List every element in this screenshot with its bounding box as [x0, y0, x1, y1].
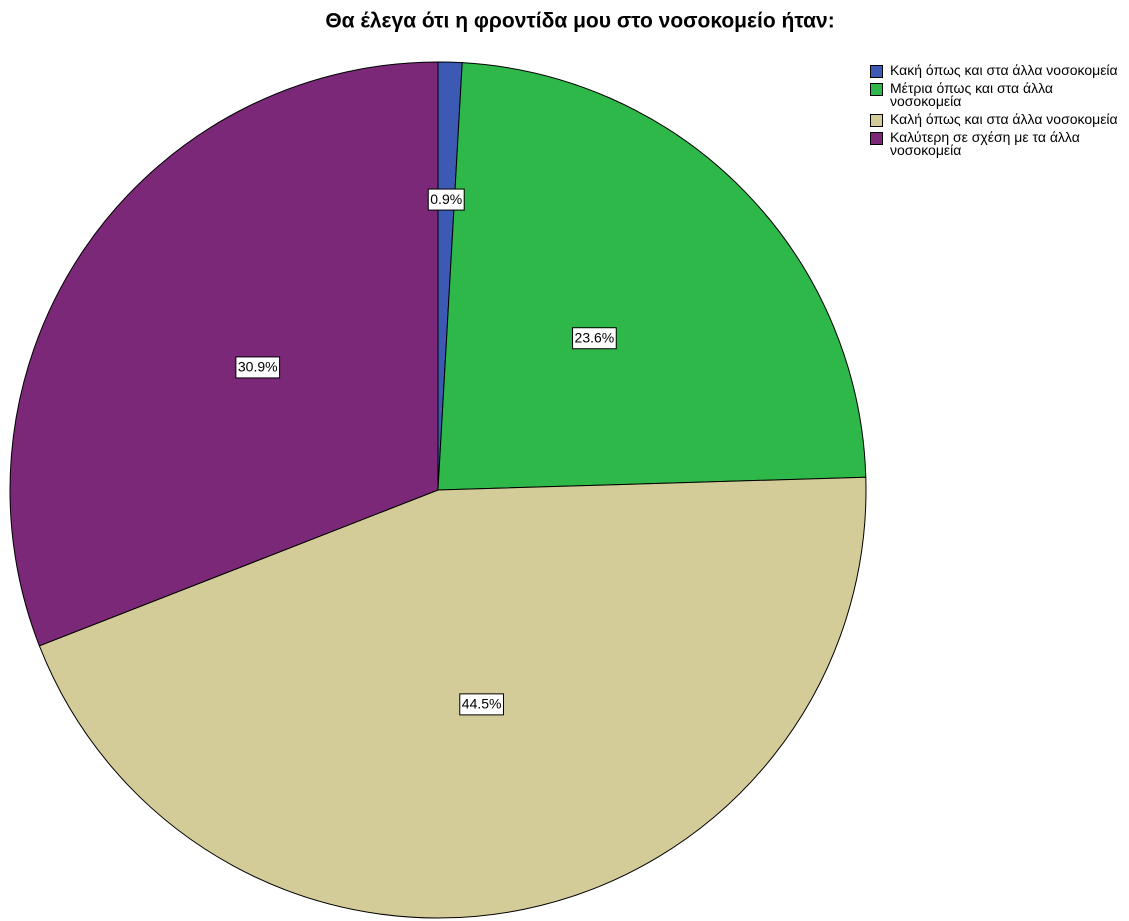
- legend-swatch: [870, 83, 883, 96]
- legend-label: Κακή όπως και στα άλλα νοσοκομεία: [890, 62, 1118, 78]
- legend-swatch: [870, 114, 883, 127]
- legend-label: Καλύτερη σε σχέση με τα άλλα νοσοκομεία: [890, 129, 1080, 158]
- data-label-text: 44.5%: [462, 696, 502, 712]
- legend-label: Μέτρια όπως και στα άλλα νοσοκομεία: [890, 80, 1053, 109]
- data-label-box: [572, 327, 617, 350]
- pie-slice: [38, 476, 867, 919]
- data-label-box: [235, 356, 281, 379]
- data-label: 44.5%: [459, 693, 504, 716]
- pie-slice: [437, 62, 867, 491]
- legend-item: Μέτρια όπως και στα άλλα νοσοκομεία: [870, 80, 1125, 109]
- pie-slice: [9, 61, 439, 647]
- legend: Κακή όπως και στα άλλα νοσοκομεία Μέτρια …: [870, 62, 1125, 162]
- data-label: 23.6%: [572, 327, 617, 350]
- data-label-box: [427, 188, 465, 211]
- data-label-box: [459, 693, 504, 716]
- legend-swatch: [870, 65, 883, 78]
- data-label: 30.9%: [235, 356, 281, 379]
- chart-title: Θα έλεγα ότι η φροντίδα μου στο νοσοκομε…: [325, 10, 834, 33]
- data-label-text: 30.9%: [238, 359, 278, 375]
- data-label: 0.9%: [427, 188, 465, 211]
- legend-item: Καλή όπως και στα άλλα νοσοκομεία: [870, 111, 1125, 127]
- legend-label: Καλή όπως και στα άλλα νοσοκομεία: [890, 111, 1118, 127]
- legend-item: Καλύτερη σε σχέση με τα άλλα νοσοκομεία: [870, 129, 1125, 158]
- data-label-text: 0.9%: [430, 191, 462, 207]
- legend-swatch: [870, 132, 883, 145]
- data-label-text: 23.6%: [575, 329, 615, 345]
- legend-item: Κακή όπως και στα άλλα νοσοκομεία: [870, 62, 1125, 78]
